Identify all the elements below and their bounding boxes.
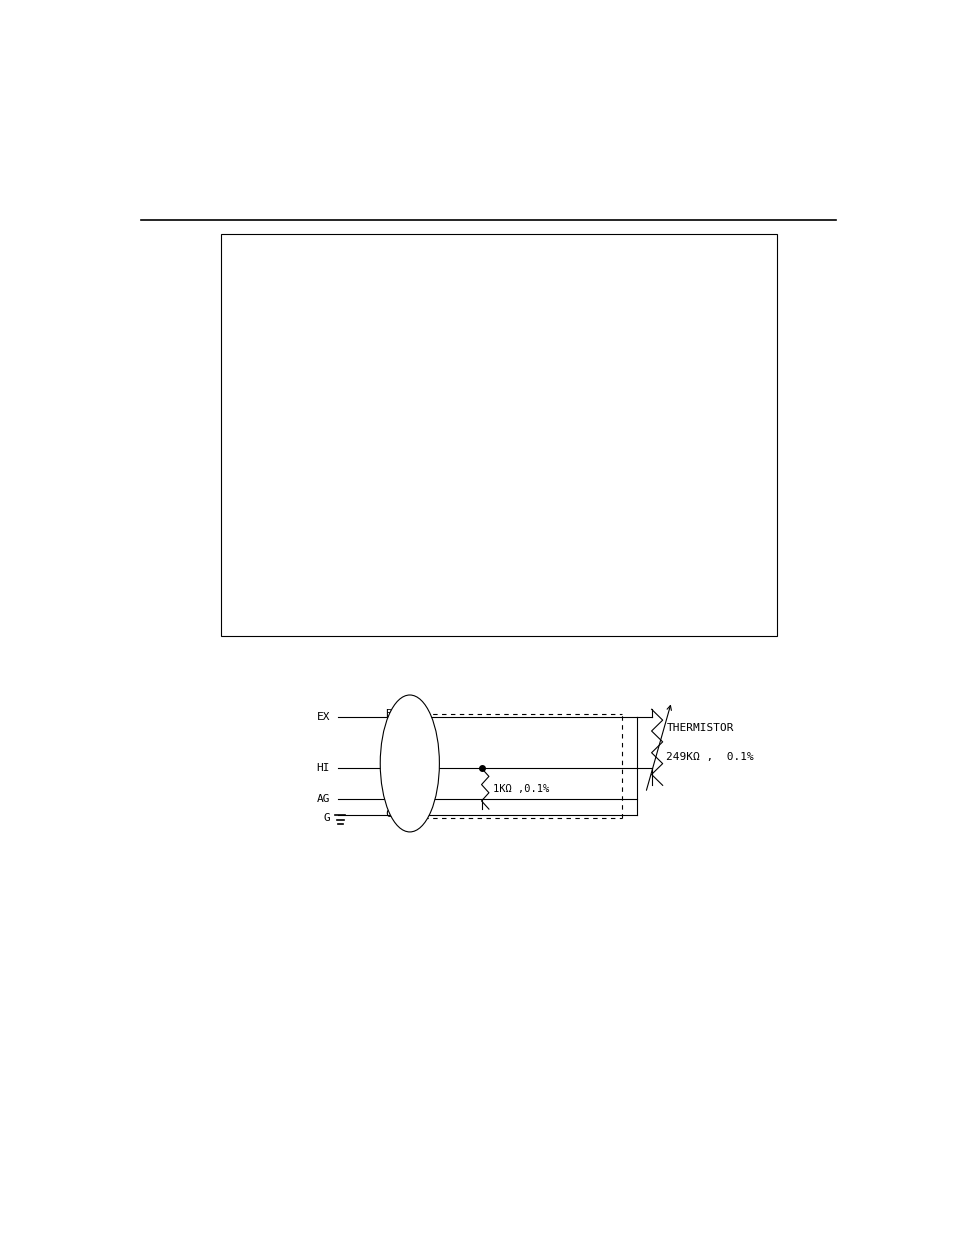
Text: CLEAR: CLEAR (385, 809, 418, 819)
Text: RED: RED (385, 761, 405, 771)
Text: PURPLE: PURPLE (385, 790, 425, 800)
Ellipse shape (380, 695, 439, 832)
Text: 1KΩ ,0.1%: 1KΩ ,0.1% (492, 784, 548, 794)
Text: AG: AG (316, 794, 330, 804)
Text: HI: HI (316, 763, 330, 773)
Text: BLACK: BLACK (385, 709, 418, 719)
Text: THERMISTOR: THERMISTOR (665, 724, 733, 734)
Text: G: G (323, 813, 330, 823)
Text: 249KΩ ,  0.1%: 249KΩ , 0.1% (665, 752, 753, 762)
Bar (221, 233, 777, 636)
Text: EX: EX (316, 711, 330, 722)
